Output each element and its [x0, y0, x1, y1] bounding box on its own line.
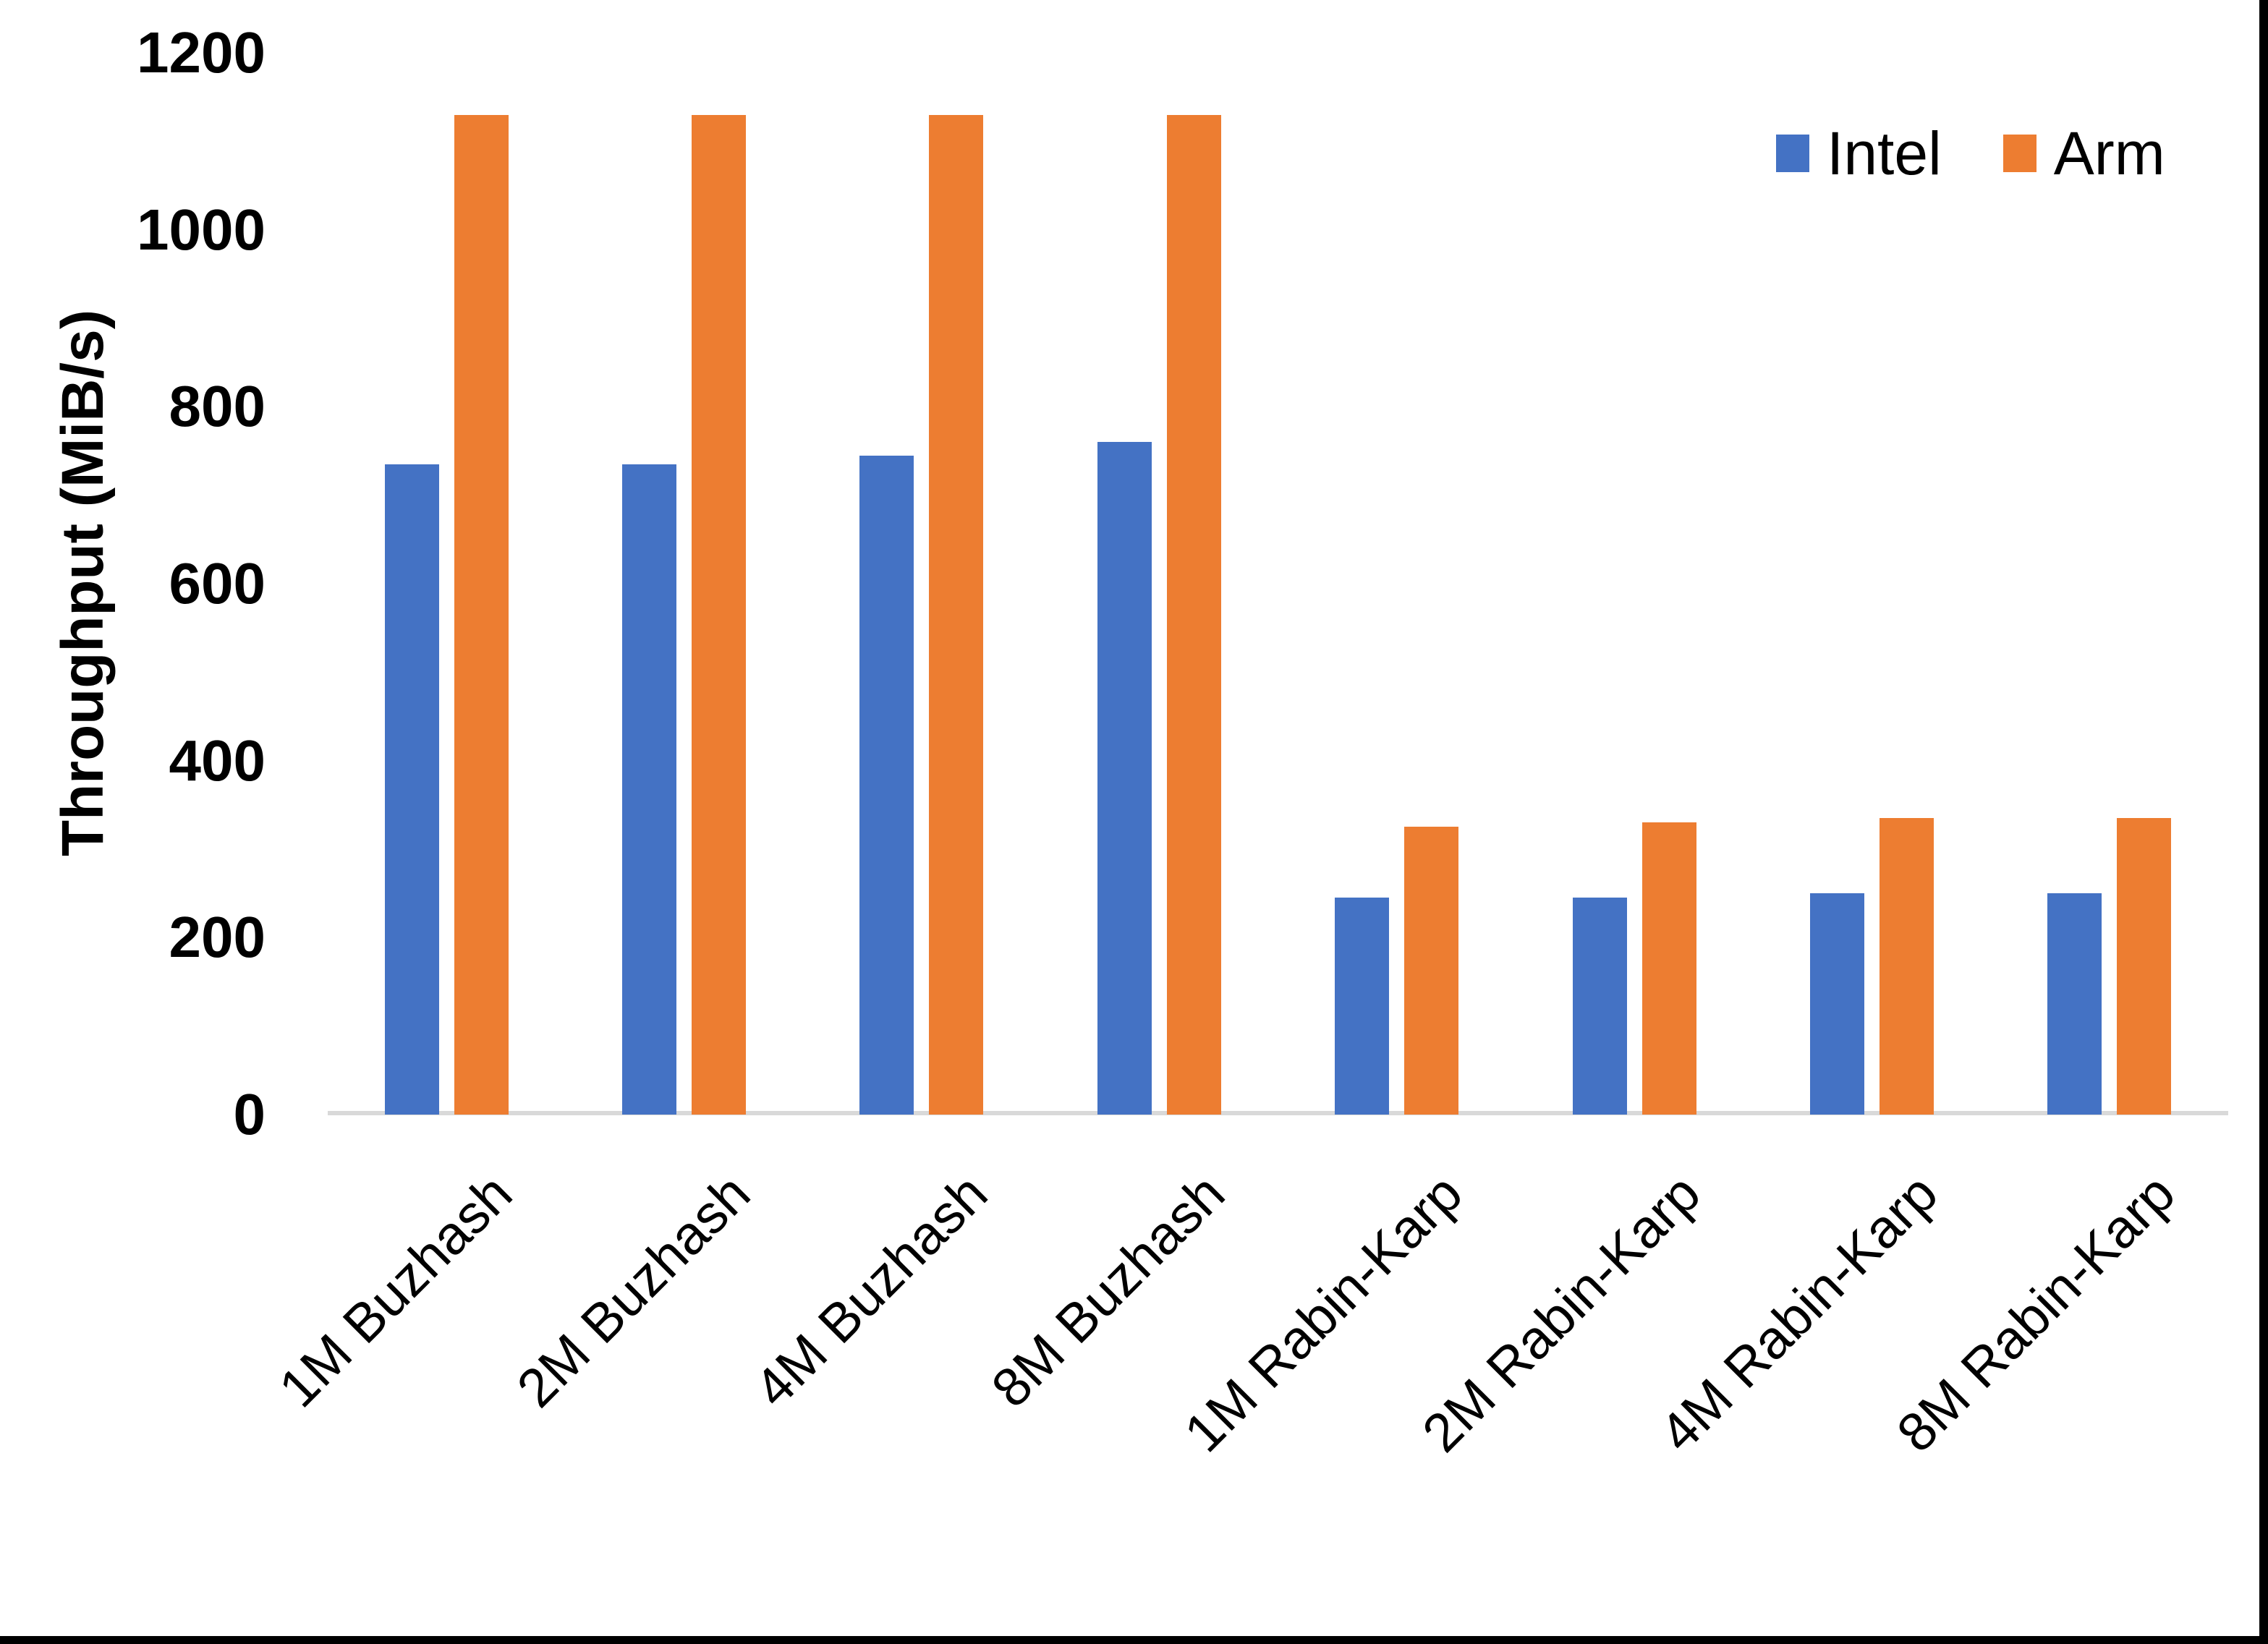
y-tick-label-200: 200	[169, 905, 266, 970]
x-category-label-2m-buzhash: 2M Buzhash	[504, 1162, 762, 1419]
bar-intel-1m-buzhash	[384, 464, 439, 1115]
legend-item-arm: Arm	[2002, 119, 2165, 187]
bar-arm-4m-buzhash	[929, 114, 984, 1115]
legend-item-intel: Intel	[1776, 123, 1942, 184]
y-tick-label-1000: 1000	[137, 197, 266, 262]
bar-intel-8m-buzhash	[1097, 442, 1152, 1115]
legend-label-intel: Intel	[1827, 119, 1942, 187]
x-category-label-1m-buzhash: 1M Buzhash	[267, 1162, 524, 1419]
y-tick-label-400: 400	[169, 728, 266, 793]
intel-series-swatch-icon	[1776, 135, 1809, 172]
bar-arm-8m-buzhash	[1166, 114, 1221, 1115]
y-tick-label-1200: 1200	[137, 20, 266, 85]
x-axis-line	[328, 1111, 2228, 1115]
bar-arm-1m-buzhash	[454, 114, 509, 1115]
bottom-border	[0, 1636, 2268, 1644]
bar-intel-4m-buzhash	[859, 455, 914, 1115]
bar-arm-2m-rabin-karp	[1641, 822, 1696, 1115]
legend-label-arm: Arm	[2053, 119, 2165, 187]
right-border	[2259, 0, 2268, 1644]
y-tick-label-600: 600	[169, 551, 266, 616]
bar-intel-2m-rabin-karp	[1572, 898, 1627, 1115]
bar-arm-4m-rabin-karp	[1879, 818, 1934, 1115]
bar-arm-2m-buzhash	[692, 114, 747, 1115]
bar-intel-8m-rabin-karp	[2047, 893, 2102, 1115]
y-tick-label-0: 0	[233, 1082, 266, 1146]
bar-intel-2m-buzhash	[622, 464, 677, 1115]
x-category-label-4m-buzhash: 4M Buzhash	[742, 1162, 999, 1419]
y-tick-label-800: 800	[169, 374, 266, 439]
x-category-label-8m-buzhash: 8M Buzhash	[980, 1162, 1236, 1419]
bar-intel-4m-rabin-karp	[1809, 893, 1864, 1115]
legend: Intel Arm	[1776, 123, 2165, 184]
bar-arm-1m-rabin-karp	[1404, 827, 1459, 1115]
arm-series-swatch-icon	[2002, 135, 2036, 172]
bar-arm-8m-rabin-karp	[2117, 818, 2172, 1115]
bar-intel-1m-rabin-karp	[1335, 898, 1390, 1115]
